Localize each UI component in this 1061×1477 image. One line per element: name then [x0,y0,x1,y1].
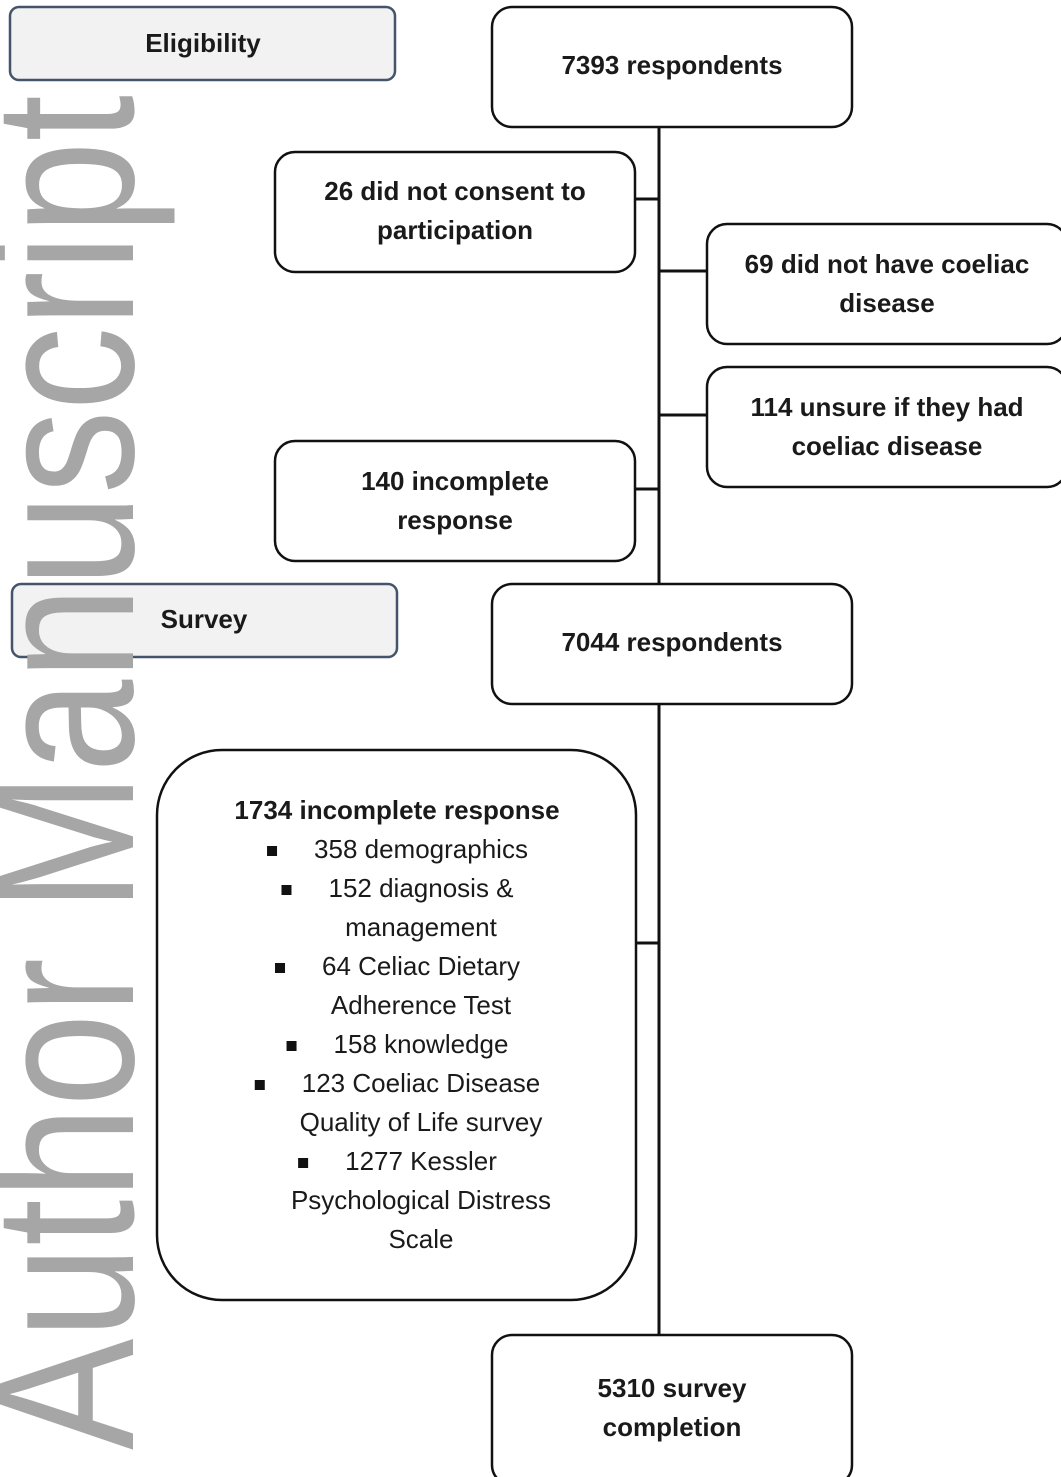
bullet [281,885,292,895]
breakdown-item: Scale [388,1224,453,1254]
breakdown-item: 358 demographics [314,834,528,864]
breakdown-item: 152 diagnosis & [328,873,513,903]
node-label: 7393 respondents [561,50,782,80]
breakdown-item: 1277 Kessler [345,1146,497,1176]
node-box [705,365,1061,489]
stage-box [10,582,399,659]
bullet [254,1080,265,1090]
breakdown-title: 1734 incomplete response [234,795,559,825]
node-label: participation [377,215,533,245]
connectors [635,127,707,1335]
breakdown-item: Psychological Distress [291,1185,551,1215]
node-label: 114 unsure if they had [750,392,1023,422]
breakdown-item: 123 Coeliac Disease [302,1068,540,1098]
breakdown-box [155,748,638,1302]
breakdown-item: management [345,912,498,942]
bullet [298,1158,309,1168]
bullet [286,1041,297,1051]
node-box [273,150,637,274]
node-box [490,1333,854,1477]
node-label: completion [603,1412,742,1442]
node-label: response [397,505,513,535]
breakdown-item: 64 Celiac Dietary [322,951,520,981]
node-label: 26 did not consent to [324,176,585,206]
stage-label: Survey [161,604,248,634]
stage-label: Eligibility [145,28,261,58]
stage-box [8,5,397,82]
node-box [490,5,854,129]
node-label: 69 did not have coeliac [745,249,1030,279]
node-label: 5310 survey [598,1373,747,1403]
breakdown-item: Adherence Test [331,990,512,1020]
node-box [273,439,637,563]
node-box [705,222,1061,346]
node-label: coeliac disease [792,431,983,461]
bullet [267,846,278,856]
node-label: disease [839,288,934,318]
breakdown-item: 158 knowledge [334,1029,509,1059]
breakdown-item: Quality of Life survey [300,1107,543,1137]
node-label: 140 incomplete [361,466,549,496]
node-box [490,582,854,706]
watermark: Author Manuscript [0,95,176,1450]
node-label: 7044 respondents [561,627,782,657]
bullet [275,963,286,973]
